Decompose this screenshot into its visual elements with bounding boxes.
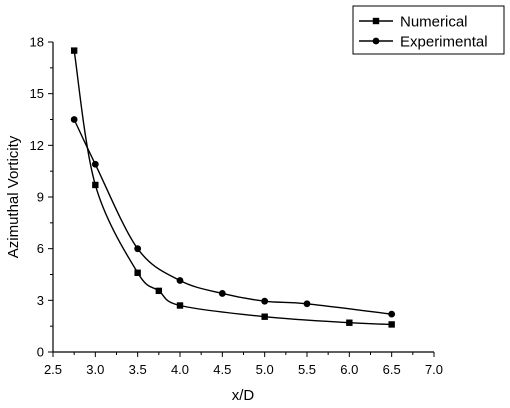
circle-data-point [176, 277, 184, 284]
axis-titles: x/D Azimuthal Vorticity [5, 135, 254, 404]
x-tick-label: 2.5 [44, 362, 62, 377]
y-axis-title: Azimuthal Vorticity [5, 135, 22, 258]
square-data-point [346, 319, 353, 326]
ticks: 2.5 3.0 3.5 4.0 4.5 5.0 5.5 6.0 6.5 7.0 0 3 6 9 12 15 18 [30, 35, 444, 378]
square-data-point [176, 302, 184, 309]
series-experimental [70, 116, 396, 318]
series [70, 47, 396, 328]
y-tick-label: 12 [30, 138, 44, 153]
y-tick-label: 3 [37, 293, 44, 308]
series-line [73, 50, 392, 326]
x-tick-label: 5.0 [256, 362, 274, 377]
circle-data-point [303, 300, 311, 308]
x-tick-label: 4.5 [213, 362, 231, 377]
square-data-point [388, 321, 395, 328]
square-data-point [155, 287, 163, 295]
y-tick-label: 6 [37, 241, 44, 256]
square-data-point [134, 269, 141, 276]
circle-data-point [91, 160, 99, 168]
x-tick-label: 5.5 [298, 362, 316, 377]
x-tick-label: 7.0 [425, 362, 443, 377]
y-tick-label: 0 [37, 345, 44, 360]
x-axis-title: x/D [232, 387, 255, 404]
circle-data-point [388, 310, 396, 318]
circle-data-point [218, 290, 226, 297]
y-tick-label: 15 [30, 86, 44, 101]
square-data-point [92, 181, 99, 189]
y-tick-label: 18 [30, 35, 44, 50]
square-data-point [70, 47, 78, 54]
x-tick-label: 6.5 [383, 362, 401, 377]
legend-entry: Experimental [359, 34, 488, 51]
circle-data-point [70, 116, 78, 123]
x-tick-label: 3.5 [129, 362, 147, 377]
legend: Numerical Experimental [352, 5, 505, 55]
circle-data-point [261, 297, 269, 305]
y-tick-label: 9 [37, 190, 44, 205]
x-tick-label: 4.0 [171, 362, 189, 377]
x-tick-label: 3.0 [86, 362, 104, 377]
legend-entry: Numerical [359, 14, 468, 31]
legend-box [352, 5, 505, 55]
legend-label: Experimental [400, 34, 488, 51]
series-line [73, 119, 392, 315]
series-numerical [70, 47, 395, 328]
circle-data-point [134, 245, 142, 253]
legend-marker [372, 17, 380, 25]
x-tick-label: 6.0 [340, 362, 358, 377]
square-data-point [261, 313, 268, 320]
legend-label: Numerical [400, 14, 468, 31]
legend-marker [372, 37, 380, 45]
